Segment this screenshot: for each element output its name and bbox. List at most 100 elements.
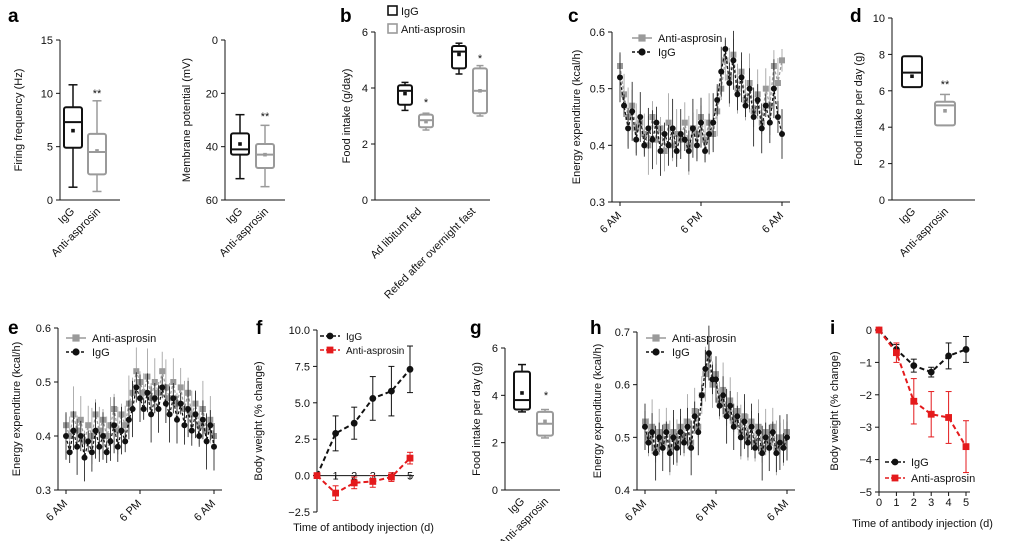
c-point xyxy=(661,148,668,154)
e-point xyxy=(185,406,192,412)
d-ytick-label: 0 xyxy=(879,195,885,207)
h-point xyxy=(656,434,663,441)
panel-letter-c: c xyxy=(568,6,579,27)
h-point xyxy=(663,429,670,436)
a-firing-igg-box xyxy=(63,106,83,149)
i-ylabel: Body weight (% change) xyxy=(829,351,841,470)
e-point xyxy=(144,389,151,396)
c-point xyxy=(750,114,757,120)
i-legend-anti-asprosin-label: Anti-asprosin xyxy=(911,473,975,485)
c-point xyxy=(681,136,688,143)
h-ytick-label: 0.4 xyxy=(615,485,630,497)
a-membrane-xtick-label: IgG xyxy=(224,206,245,227)
h-point xyxy=(716,402,723,409)
d-anti-box xyxy=(934,100,956,127)
panel-letter-a: a xyxy=(8,6,19,27)
c-ytick-label: 0.4 xyxy=(590,140,605,152)
c-point xyxy=(774,114,781,120)
h-point xyxy=(769,429,776,436)
e-point xyxy=(118,427,125,434)
e-point xyxy=(96,427,103,434)
b-box-2-box xyxy=(451,45,467,70)
h-point xyxy=(720,392,727,399)
e-point xyxy=(192,411,199,418)
c-point xyxy=(673,148,680,154)
c-point xyxy=(722,46,729,52)
b-box-1-mean-point xyxy=(424,119,428,124)
i-ytick-label: −3 xyxy=(859,422,872,434)
c-point xyxy=(677,131,684,137)
f-point xyxy=(313,472,321,479)
g-ytick-label: 4 xyxy=(492,390,498,402)
a-firing-ylabel: Firing frequency (Hz) xyxy=(13,69,25,172)
e-point xyxy=(148,411,155,418)
b-significance-refed: * xyxy=(478,53,483,65)
h-point xyxy=(652,450,659,457)
d-ytick-label: 8 xyxy=(879,49,885,61)
f-ytick-label: 2.5 xyxy=(295,434,310,446)
e-point xyxy=(133,368,140,375)
f-ytick-label: −2.5 xyxy=(288,507,310,519)
e-point xyxy=(70,427,77,434)
c-point xyxy=(685,148,692,154)
i-xtick-label: 5 xyxy=(963,497,969,509)
e-xtick-label: 6 PM xyxy=(117,498,144,525)
c-point xyxy=(758,125,765,132)
c-point xyxy=(629,108,636,115)
g-igg-box xyxy=(513,370,531,411)
e-point xyxy=(103,433,110,439)
i-xtick-label: 2 xyxy=(911,497,917,509)
i-point xyxy=(893,349,900,357)
e-point xyxy=(85,438,92,445)
e-point xyxy=(159,384,166,391)
e-point xyxy=(207,422,214,429)
b-significance-ad-libitum: * xyxy=(424,97,429,109)
c-xtick-label: 6 AM xyxy=(598,210,624,236)
c-legend-igg-marker xyxy=(638,48,646,56)
i-ytick-label: 0 xyxy=(866,325,872,337)
d-ytick-label: 2 xyxy=(879,159,885,171)
a-membrane-anti-mean-point xyxy=(263,152,267,157)
e-point xyxy=(114,443,121,450)
i-series-anti-asprosin-line xyxy=(878,329,967,448)
f-series-igg-line xyxy=(316,368,411,477)
h-point xyxy=(741,418,748,425)
b-legend-igg-swatch xyxy=(387,5,398,16)
h-point xyxy=(702,365,709,372)
h-ytick-label: 0.6 xyxy=(615,380,630,392)
e-ytick-label: 0.4 xyxy=(36,431,51,443)
e-point xyxy=(125,416,132,423)
e-point xyxy=(122,438,129,445)
h-legend-igg-label: IgG xyxy=(672,347,690,359)
d-ytick-label: 4 xyxy=(879,122,885,134)
b-box-3-mean-point xyxy=(478,89,482,93)
g-anti-mean-point xyxy=(543,419,547,424)
i-xtick-label: 4 xyxy=(946,497,952,509)
c-point xyxy=(718,68,725,75)
a-firing-ytick-label: 5 xyxy=(47,142,53,154)
e-ytick-label: 0.5 xyxy=(36,377,51,389)
c-point xyxy=(693,142,700,149)
f-legend-igg-label: IgG xyxy=(346,332,362,343)
c-point xyxy=(762,102,769,109)
h-point xyxy=(659,444,666,451)
panel-letter-f: f xyxy=(256,318,263,339)
g-ytick-label: 6 xyxy=(492,343,498,355)
e-point xyxy=(162,400,169,407)
e-point xyxy=(96,443,103,450)
e-point xyxy=(140,406,147,412)
f-ytick-label: 0.0 xyxy=(295,471,310,483)
h-point xyxy=(734,413,741,420)
h-point xyxy=(766,444,773,451)
f-ytick-label: 10.0 xyxy=(289,325,310,337)
e-point xyxy=(166,411,173,418)
g-ytick-label: 0 xyxy=(492,485,498,497)
c-point xyxy=(673,131,680,137)
c-point xyxy=(689,125,696,132)
c-point xyxy=(754,97,761,103)
c-point xyxy=(617,74,623,81)
i-xtick-label: 1 xyxy=(893,497,899,509)
e-ylabel: Energy expenditure (kcal/h) xyxy=(11,342,23,477)
